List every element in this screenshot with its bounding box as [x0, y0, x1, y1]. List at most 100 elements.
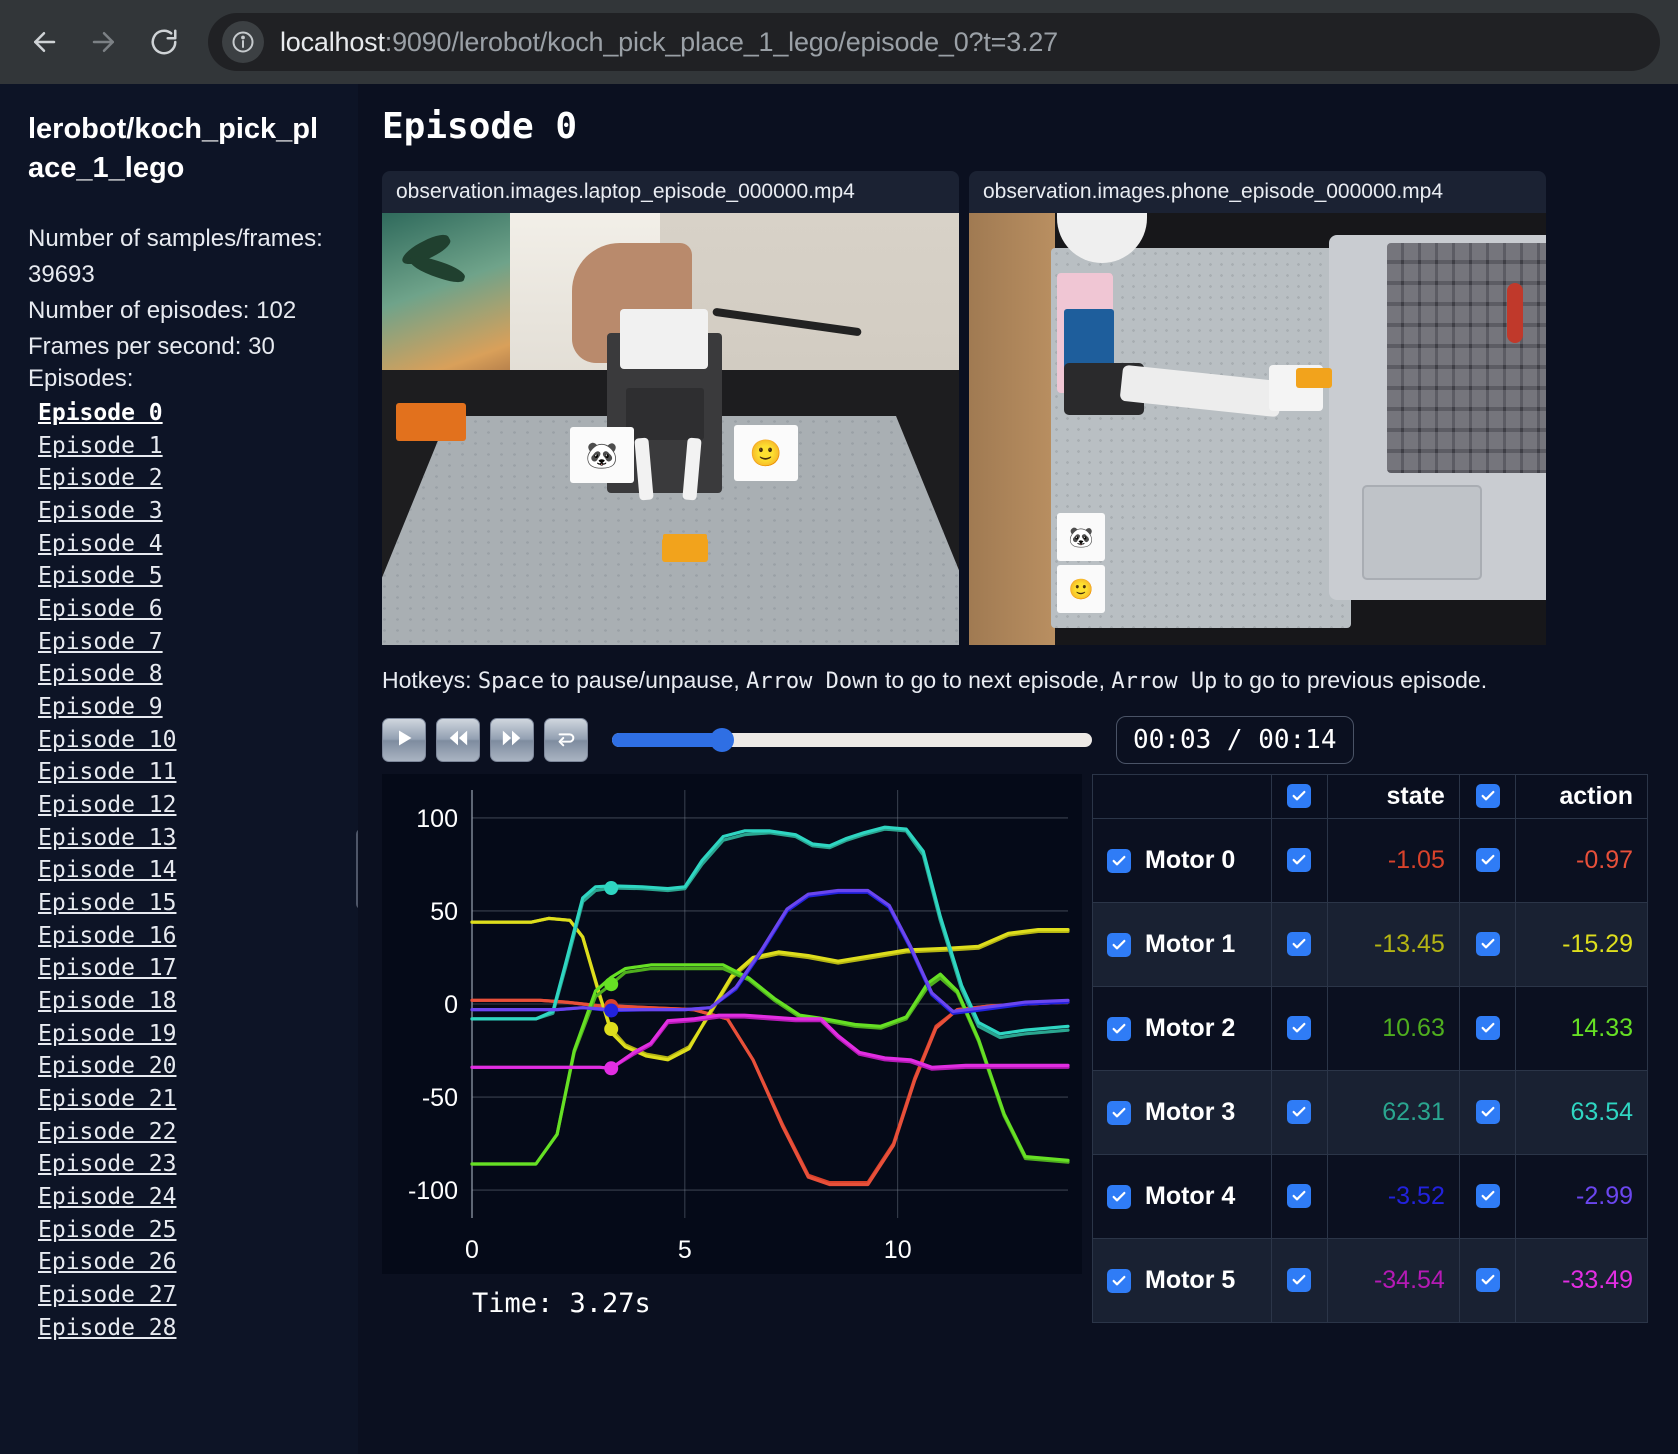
sidebar-item-episode-16[interactable]: Episode 16 — [38, 922, 177, 949]
motor-name-cell: Motor 5 — [1092, 1238, 1272, 1323]
action-checkbox[interactable] — [1458, 1070, 1517, 1155]
sidebar-item-episode-22[interactable]: Episode 22 — [38, 1118, 177, 1145]
state-checkbox[interactable] — [1270, 1238, 1329, 1323]
checkmark-icon[interactable] — [1475, 1100, 1500, 1124]
checkmark-icon[interactable] — [1287, 784, 1312, 808]
sidebar-item-episode-4[interactable]: Episode 4 — [38, 530, 163, 557]
table-row: Motor 4 -3.52 -2.99 — [1092, 1154, 1648, 1239]
checkmark-icon[interactable] — [1475, 784, 1500, 808]
checkmark-icon[interactable] — [1107, 1016, 1131, 1041]
sidebar-item-episode-7[interactable]: Episode 7 — [38, 628, 163, 655]
svg-text:10: 10 — [884, 1236, 912, 1264]
address-bar[interactable]: localhost:9090/lerobot/koch_pick_place_1… — [208, 13, 1660, 71]
checkmark-icon[interactable] — [1287, 848, 1312, 872]
state-checkbox[interactable] — [1270, 902, 1329, 987]
sidebar-item-episode-20[interactable]: Episode 20 — [38, 1053, 177, 1080]
sidebar-item-episode-26[interactable]: Episode 26 — [38, 1249, 177, 1276]
rewind-button[interactable] — [436, 718, 480, 762]
laptop-scene-robot-head — [620, 309, 708, 369]
action-checkbox[interactable] — [1458, 818, 1517, 903]
video-player-laptop[interactable]: 🐼 🙂 — [382, 213, 959, 645]
svg-text:0: 0 — [444, 991, 458, 1019]
video-label-laptop: observation.images.laptop_episode_000000… — [382, 171, 959, 213]
checkmark-icon[interactable] — [1287, 1268, 1312, 1292]
sidebar-item-episode-9[interactable]: Episode 9 — [38, 694, 163, 721]
sidebar-item-episode-5[interactable]: Episode 5 — [38, 563, 163, 590]
data-visualization: -100 -50 0 50 100 0 5 10 Time: 3.27s state — [382, 774, 1648, 1323]
sidebar-item-episode-10[interactable]: Episode 10 — [38, 726, 177, 753]
sidebar-item-episode-27[interactable]: Episode 27 — [38, 1281, 177, 1308]
sidebar-item-episode-14[interactable]: Episode 14 — [38, 857, 177, 884]
arrow-right-icon — [89, 27, 119, 57]
sidebar-item-episode-0[interactable]: Episode 0 — [38, 400, 163, 427]
play-button[interactable] — [382, 718, 426, 762]
action-value: -0.97 — [1515, 818, 1648, 903]
checkmark-icon[interactable] — [1287, 1016, 1312, 1040]
state-checkbox[interactable] — [1270, 986, 1329, 1071]
sidebar-item-episode-1[interactable]: Episode 1 — [38, 432, 163, 459]
sidebar-item-episode-3[interactable]: Episode 3 — [38, 498, 163, 525]
forward-button[interactable] — [78, 16, 130, 68]
state-checkbox[interactable] — [1270, 1070, 1329, 1155]
url-text: localhost:9090/lerobot/koch_pick_place_1… — [280, 27, 1058, 58]
checkmark-icon[interactable] — [1475, 1184, 1500, 1208]
action-checkbox[interactable] — [1458, 1154, 1517, 1239]
sidebar-item-episode-18[interactable]: Episode 18 — [38, 987, 177, 1014]
checkmark-icon[interactable] — [1107, 1268, 1131, 1293]
toggle-all-state[interactable] — [1270, 774, 1329, 819]
sidebar-item-episode-11[interactable]: Episode 11 — [38, 759, 177, 786]
toggle-all-action[interactable] — [1458, 774, 1517, 819]
seek-progress — [612, 733, 723, 747]
sidebar-item-episode-6[interactable]: Episode 6 — [38, 596, 163, 623]
dataset-title: lerobot/koch_pick_place_1_lego — [28, 113, 319, 184]
sidebar-item-episode-17[interactable]: Episode 17 — [38, 955, 177, 982]
sidebar-item-episode-12[interactable]: Episode 12 — [38, 792, 177, 818]
sidebar-scrollbar[interactable] — [356, 829, 358, 909]
state-checkbox[interactable] — [1270, 1154, 1329, 1239]
motor-label: Motor 0 — [1145, 846, 1236, 874]
state-checkbox[interactable] — [1270, 818, 1329, 903]
sidebar-item-episode-23[interactable]: Episode 23 — [38, 1151, 177, 1178]
motor-name-cell: Motor 4 — [1092, 1154, 1272, 1239]
video-player-phone[interactable]: 🐼 🙂 — [969, 213, 1546, 645]
checkmark-icon[interactable] — [1475, 932, 1500, 956]
motor-timeseries-chart[interactable]: -100 -50 0 50 100 0 5 10 — [382, 774, 1082, 1274]
sidebar-item-episode-24[interactable]: Episode 24 — [38, 1183, 177, 1210]
motor-label: Motor 5 — [1145, 1266, 1236, 1294]
checkmark-icon[interactable] — [1287, 932, 1312, 956]
loop-button[interactable] — [544, 718, 588, 762]
sidebar-item-episode-25[interactable]: Episode 25 — [38, 1216, 177, 1243]
action-checkbox[interactable] — [1458, 986, 1517, 1071]
action-checkbox[interactable] — [1458, 902, 1517, 987]
seek-thumb[interactable] — [710, 728, 735, 752]
loop-icon — [555, 727, 577, 754]
checkmark-icon[interactable] — [1287, 1184, 1312, 1208]
checkmark-icon[interactable] — [1107, 1184, 1131, 1209]
phone-scene-lego-brick — [1296, 368, 1332, 388]
checkmark-icon[interactable] — [1107, 932, 1131, 957]
checkmark-icon[interactable] — [1107, 1100, 1131, 1125]
sidebar-item-episode-8[interactable]: Episode 8 — [38, 661, 163, 688]
checkmark-icon[interactable] — [1107, 848, 1131, 873]
checkmark-icon[interactable] — [1475, 1268, 1500, 1292]
sidebar-item-episode-19[interactable]: Episode 19 — [38, 1020, 177, 1047]
sidebar-item-episode-13[interactable]: Episode 13 — [38, 824, 177, 851]
reload-button[interactable] — [138, 16, 190, 68]
checkmark-icon[interactable] — [1475, 848, 1500, 872]
seek-bar[interactable] — [612, 728, 1092, 752]
action-value: 14.33 — [1515, 986, 1648, 1071]
checkmark-icon[interactable] — [1287, 1100, 1312, 1124]
fast-forward-button[interactable] — [490, 718, 534, 762]
laptop-scene-lego-mat — [382, 416, 959, 645]
hotkey-arrow-up: Arrow Up — [1111, 669, 1218, 694]
back-button[interactable] — [18, 16, 70, 68]
site-info-icon[interactable] — [222, 21, 264, 63]
sidebar-item-episode-28[interactable]: Episode 28 — [38, 1314, 177, 1341]
hotkey-space: Space — [477, 669, 545, 694]
sidebar-item-episode-21[interactable]: Episode 21 — [38, 1085, 177, 1112]
checkmark-icon[interactable] — [1475, 1016, 1500, 1040]
action-checkbox[interactable] — [1458, 1238, 1517, 1323]
sidebar-item-episode-2[interactable]: Episode 2 — [38, 465, 163, 492]
sidebar-item-episode-15[interactable]: Episode 15 — [38, 889, 177, 916]
time-display: 00:03 / 00:14 — [1116, 716, 1354, 764]
